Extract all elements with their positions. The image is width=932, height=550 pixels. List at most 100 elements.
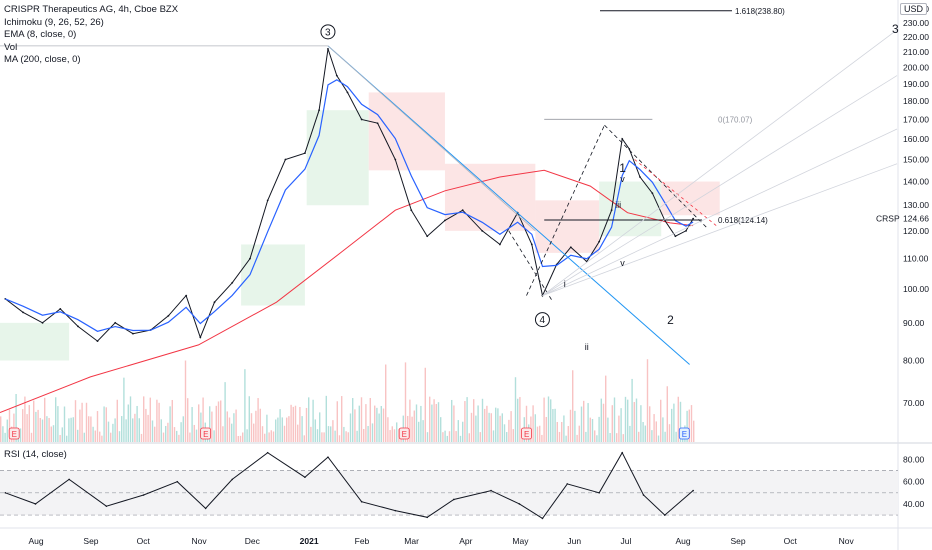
volume-bar xyxy=(143,396,145,442)
volume-bar xyxy=(228,417,231,442)
volume-bar xyxy=(140,433,143,442)
volume-bar xyxy=(565,435,567,442)
volume-bar xyxy=(668,424,671,442)
volume-bar xyxy=(2,426,4,442)
rsi-point xyxy=(34,503,37,505)
volume-bar xyxy=(435,404,437,442)
volume-bar xyxy=(242,432,244,442)
legend-title: CRISPR Therapeutics AG, 4h, Cboe BZX xyxy=(4,4,179,15)
volume-bar xyxy=(600,398,602,442)
volume-bar xyxy=(314,419,316,442)
volume-bar xyxy=(552,409,554,442)
volume-bar xyxy=(30,432,33,442)
volume-bar xyxy=(41,419,44,442)
volume-bar xyxy=(488,412,490,442)
volume-bar xyxy=(453,405,455,442)
volume-bar xyxy=(563,415,565,442)
volume-bar xyxy=(290,404,292,442)
sub-wave-i: i xyxy=(564,279,566,289)
legend-ema[interactable]: EMA (8, close, 0) xyxy=(4,29,77,40)
price-point xyxy=(685,229,687,232)
gann-line xyxy=(327,45,536,232)
price-axis-tick: 120.00 xyxy=(903,226,929,236)
volume-bar xyxy=(94,430,96,442)
volume-bar xyxy=(466,397,468,442)
volume-bar xyxy=(26,414,28,442)
rsi-axis-tick: 60.00 xyxy=(903,477,925,487)
volume-bar xyxy=(35,411,37,442)
price-axis-tick: 170.00 xyxy=(903,114,929,124)
volume-bar xyxy=(85,402,88,442)
volume-bar xyxy=(365,404,367,442)
volume-bar xyxy=(15,393,17,442)
volume-bar xyxy=(446,435,448,442)
volume-bar xyxy=(380,405,382,442)
sub-wave-ii: ii xyxy=(585,342,589,352)
rsi-point xyxy=(541,517,544,520)
price-axis-tick: 100.00 xyxy=(903,284,929,294)
price-point xyxy=(185,294,188,297)
trendline-main xyxy=(327,45,690,365)
volume-bar xyxy=(319,412,321,442)
volume-bar xyxy=(468,433,470,442)
price-point xyxy=(327,47,329,50)
legend-ma[interactable]: MA (200, close, 0) xyxy=(4,54,81,65)
wave3-label: 3 xyxy=(325,27,331,38)
volume-bar xyxy=(490,413,492,442)
volume-bar xyxy=(420,405,422,442)
volume-bar xyxy=(371,423,374,442)
price-point xyxy=(59,308,62,310)
volume-bar xyxy=(154,426,156,442)
volume-bar xyxy=(356,430,358,442)
volume-bar xyxy=(266,414,268,442)
volume-bar xyxy=(79,409,81,442)
currency-badge[interactable]: USD xyxy=(900,3,928,15)
volume-bar xyxy=(248,396,250,442)
price-axis-tick: 70.00 xyxy=(903,398,925,408)
price-point xyxy=(410,209,413,212)
volume-bar xyxy=(620,408,622,442)
price-point xyxy=(96,340,99,343)
volume-bar xyxy=(316,429,319,442)
price-point xyxy=(569,246,572,249)
rsi-legend[interactable]: RSI (14, close) xyxy=(4,449,67,460)
volume-bar xyxy=(299,407,301,442)
volume-bar xyxy=(173,427,176,442)
volume-bar xyxy=(332,420,334,442)
volume-bar xyxy=(481,398,484,442)
volume-bar xyxy=(651,430,653,442)
volume-bar xyxy=(235,409,237,442)
legend-ichimoku[interactable]: Ichimoku (9, 26, 52, 26) xyxy=(4,16,104,28)
rsi-point xyxy=(176,480,179,483)
volume-bar xyxy=(499,415,501,442)
volume-bar xyxy=(462,421,464,442)
volume-bar xyxy=(387,417,389,442)
time-axis-tick: Oct xyxy=(137,536,151,546)
sub-wave-iii: iii xyxy=(615,200,621,210)
price-axis-tick: 90.00 xyxy=(903,318,925,328)
volume-bar xyxy=(330,426,332,442)
volume-bar xyxy=(409,399,411,442)
legend-vol[interactable]: Vol xyxy=(4,41,18,53)
volume-bar xyxy=(501,413,503,442)
volume-bar xyxy=(433,399,435,442)
volume-bar xyxy=(259,408,261,442)
volume-bar xyxy=(638,431,640,442)
earnings-marker-label: E xyxy=(203,430,208,439)
volume-bar xyxy=(545,416,547,442)
volume-bar xyxy=(556,422,558,442)
price-axis-tick: 220.00 xyxy=(903,32,929,42)
volume-bar xyxy=(178,434,180,442)
price-point xyxy=(213,301,216,304)
volume-bar xyxy=(367,426,369,442)
volume-bar xyxy=(646,359,649,442)
volume-bar xyxy=(378,413,380,442)
volume-bar xyxy=(222,426,224,442)
volume-bar xyxy=(514,377,517,442)
rsi-point xyxy=(68,478,70,481)
volume-bar xyxy=(48,417,50,442)
volume-bar xyxy=(233,413,235,442)
wave3-label-circle xyxy=(320,24,336,40)
price-axis-tick: 150.00 xyxy=(903,154,929,164)
